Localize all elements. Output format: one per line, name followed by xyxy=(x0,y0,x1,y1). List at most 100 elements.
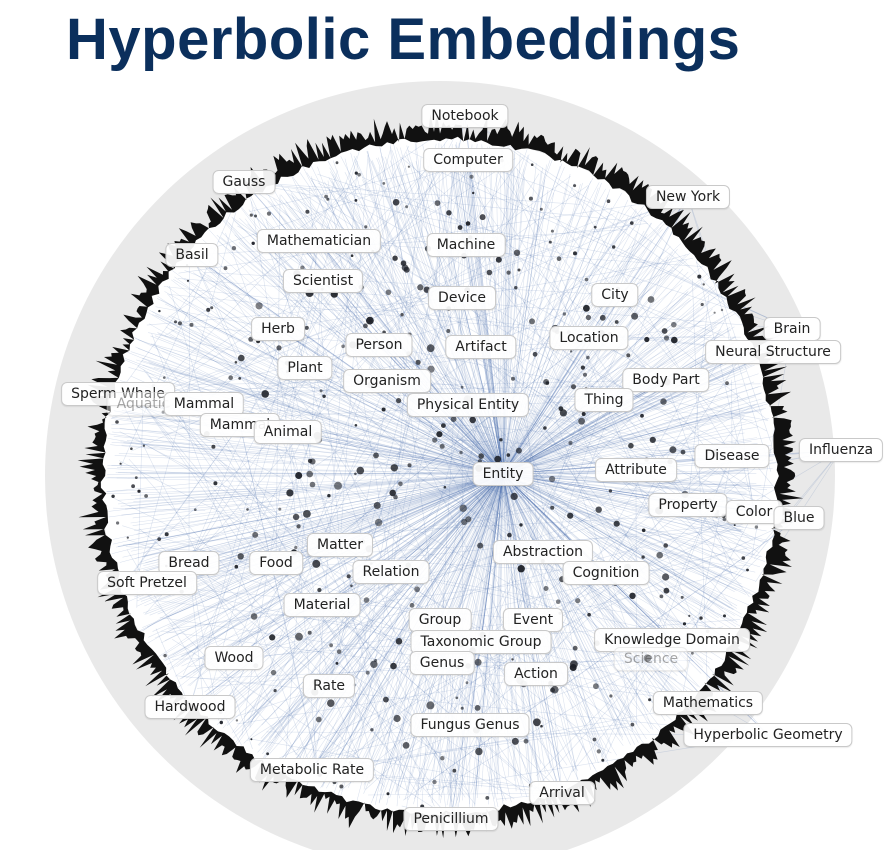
edge xyxy=(483,166,565,361)
edge xyxy=(164,291,264,348)
edge xyxy=(502,421,747,475)
node-label: Device xyxy=(428,286,496,310)
node-point xyxy=(393,494,398,500)
edge xyxy=(389,146,407,307)
edge xyxy=(321,604,612,754)
node-point xyxy=(270,669,277,676)
edge xyxy=(238,637,317,738)
edge xyxy=(603,399,708,654)
edge xyxy=(155,628,191,708)
node-label: Taxonomic Group xyxy=(410,630,552,654)
node-point xyxy=(158,309,161,313)
node-point xyxy=(432,779,437,785)
edge xyxy=(502,473,751,567)
edge xyxy=(526,188,606,329)
node-point xyxy=(398,481,403,487)
node-point xyxy=(519,523,523,527)
edge xyxy=(108,494,289,518)
node-point xyxy=(322,394,326,398)
node-point xyxy=(660,398,667,405)
node-point xyxy=(373,452,379,459)
edge xyxy=(480,269,672,348)
edge xyxy=(130,473,504,524)
node-point xyxy=(234,564,239,569)
edge xyxy=(362,294,616,779)
node-point xyxy=(300,265,305,270)
edge xyxy=(534,198,611,324)
node-point xyxy=(329,643,333,648)
node-point xyxy=(350,254,354,257)
edge xyxy=(378,344,768,421)
edge xyxy=(646,577,743,636)
edge xyxy=(471,592,535,800)
node-point xyxy=(550,505,555,510)
edge xyxy=(502,473,544,553)
edge xyxy=(602,658,652,763)
edge xyxy=(344,172,504,475)
edge xyxy=(156,298,504,475)
edge xyxy=(189,196,689,687)
edge xyxy=(361,179,504,475)
edge xyxy=(377,157,504,475)
edge xyxy=(502,227,662,475)
edge xyxy=(111,442,292,455)
node-point xyxy=(478,453,485,459)
edge xyxy=(130,473,504,497)
edge xyxy=(455,144,673,641)
edge xyxy=(165,303,504,475)
node-point xyxy=(494,455,502,463)
edge xyxy=(229,473,504,708)
edge xyxy=(577,364,753,432)
node-point xyxy=(514,286,518,290)
edge xyxy=(502,159,505,475)
edge xyxy=(260,473,504,743)
edge xyxy=(111,465,504,475)
node-point xyxy=(586,355,590,360)
node-point xyxy=(292,513,300,521)
edge xyxy=(484,155,554,338)
edge xyxy=(644,515,769,543)
edge xyxy=(157,332,504,475)
edge xyxy=(502,182,583,475)
node-point xyxy=(363,597,370,603)
node-point xyxy=(417,284,424,291)
edge xyxy=(120,473,504,507)
edge xyxy=(181,310,504,475)
node-point xyxy=(370,728,374,732)
node-point xyxy=(640,413,644,418)
node-point xyxy=(111,494,115,498)
node-point xyxy=(606,199,611,203)
node-point xyxy=(354,199,358,202)
node-point xyxy=(163,376,166,379)
node-point xyxy=(495,256,502,263)
edge xyxy=(122,511,755,546)
edge xyxy=(110,418,504,475)
edge xyxy=(502,473,704,646)
edge xyxy=(375,666,403,805)
edge xyxy=(614,294,769,421)
node-label: Notebook xyxy=(421,104,509,128)
node-point xyxy=(350,584,353,588)
edge xyxy=(134,473,504,531)
node-point xyxy=(381,407,386,412)
edge xyxy=(287,634,367,780)
edge xyxy=(565,403,769,455)
edge xyxy=(292,175,504,475)
edge xyxy=(431,159,469,803)
node-point xyxy=(691,651,694,655)
edge xyxy=(146,311,315,411)
edge xyxy=(248,738,563,794)
node-point xyxy=(389,489,397,497)
node-point xyxy=(119,462,122,465)
edge xyxy=(353,159,469,775)
edge xyxy=(186,256,258,323)
edge xyxy=(502,473,644,706)
edge xyxy=(188,473,504,564)
node-point xyxy=(409,602,415,608)
edge xyxy=(130,351,504,475)
node-point xyxy=(530,163,534,166)
edge xyxy=(191,254,456,797)
node-point xyxy=(157,537,162,541)
edge xyxy=(467,164,504,475)
edge xyxy=(207,294,616,689)
